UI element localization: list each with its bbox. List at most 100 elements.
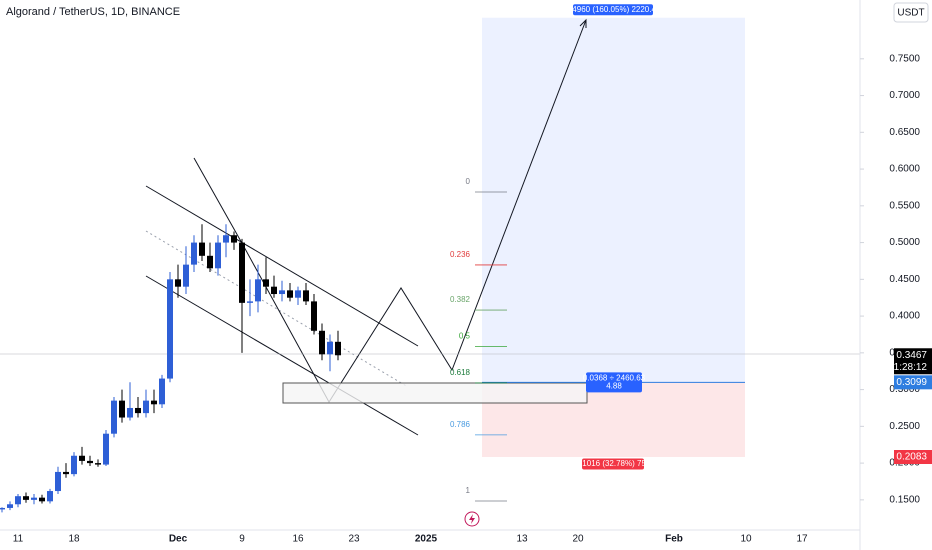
candle-body	[47, 491, 53, 502]
ratio-value: 4.88	[606, 381, 622, 390]
y-tick-label: 0.6000	[889, 164, 920, 175]
y-tick-label: 0.2500	[889, 421, 920, 432]
currency-button[interactable]	[893, 2, 929, 23]
candle-body	[31, 497, 37, 500]
channel-bottom	[145, 275, 419, 436]
candle-body	[71, 455, 77, 475]
candle-body	[167, 279, 173, 379]
last-price: 0.3467	[896, 350, 927, 361]
x-tick-label: 13	[516, 534, 528, 545]
candle-body	[55, 471, 61, 492]
y-tick-label: 0.4500	[889, 274, 920, 285]
fib-label: 1	[466, 486, 471, 495]
candle-body	[127, 407, 133, 418]
candle-body	[79, 455, 85, 461]
x-tick-label: 10	[740, 534, 752, 545]
candle-body	[135, 407, 141, 414]
candle-body	[7, 504, 13, 508]
candle-body	[0, 507, 5, 510]
x-tick-label: 11	[13, 534, 24, 545]
y-tick-label: 0.5000	[889, 237, 920, 248]
x-tick-label: 20	[572, 534, 584, 545]
fib-label: 0.5	[459, 332, 471, 341]
candle-body	[303, 290, 309, 302]
y-tick-label: 0.1500	[889, 495, 920, 506]
y-tick-label: 0.3000	[889, 384, 920, 395]
candle-body	[183, 264, 189, 287]
candle-body	[15, 496, 21, 505]
fib-label: 0	[466, 177, 471, 186]
zigzag-projection	[193, 19, 587, 403]
candle-body	[255, 279, 261, 302]
candle-body	[159, 378, 165, 405]
x-tick-label: 18	[68, 534, 80, 545]
candle-body	[287, 290, 293, 298]
candle-body	[263, 279, 269, 287]
fib-label: 0.786	[450, 420, 471, 429]
candle-body	[103, 433, 109, 465]
fib-label: 0.618	[450, 368, 471, 377]
candle-body	[199, 242, 205, 256]
candle-body	[247, 301, 253, 303]
candle-body	[223, 235, 229, 243]
candle-body	[279, 290, 285, 295]
profit-label: 0.4960 (160.05%) 2220.47	[566, 5, 661, 14]
ratio-bg	[586, 372, 642, 393]
candle-body	[271, 286, 277, 295]
risk-label: 0.1016 (32.78%) 750	[576, 459, 651, 468]
profit-zone	[482, 17, 745, 383]
candle-body	[231, 235, 237, 243]
chart-title: Algorand / TetherUS, 1D, BINANCE	[6, 6, 180, 18]
candle-body	[191, 242, 197, 265]
candle-body	[23, 496, 29, 500]
lightning	[469, 514, 475, 524]
countdown: 11:28:12	[889, 362, 928, 373]
x-tick-label: 17	[796, 534, 808, 545]
entry-tag	[894, 375, 932, 390]
candle-body	[319, 330, 325, 355]
drawings	[145, 18, 588, 436]
candle-body	[175, 279, 181, 287]
ratio-label: 0.0368 ÷ 2460.63	[583, 373, 646, 382]
candle-body	[335, 341, 341, 356]
y-tick-label: 0.7000	[889, 90, 920, 101]
stop-tag	[894, 450, 932, 465]
x-tick-label: 9	[239, 534, 245, 545]
stop-price: 0.2083	[896, 452, 927, 463]
channel-mid	[145, 230, 409, 388]
risk-label-bg	[582, 458, 644, 470]
y-tick-label: 0.5500	[889, 200, 920, 211]
last-price-tag	[894, 348, 932, 375]
candle-body	[207, 255, 213, 269]
candle-body	[119, 400, 125, 418]
y-tick-label: 0.6500	[889, 127, 920, 138]
channel-top	[145, 185, 419, 347]
candle-body	[143, 400, 149, 414]
entry-price: 0.3099	[896, 377, 927, 388]
candle-body	[87, 460, 93, 464]
fib-label: 0.236	[450, 250, 471, 259]
y-tick-label: 0.4000	[889, 311, 920, 322]
x-tick-label: 16	[292, 534, 304, 545]
candle-body	[327, 341, 333, 355]
candle-body	[63, 471, 69, 475]
candle-body	[295, 290, 301, 298]
currency-label[interactable]: USDT	[897, 8, 924, 19]
candle-body	[151, 400, 157, 405]
x-tick-label: 2025	[415, 534, 438, 545]
profit-label-bg	[573, 4, 653, 16]
y-tick-label: 0.7500	[889, 53, 920, 64]
candle-body	[95, 463, 101, 465]
demand-zone	[282, 382, 588, 404]
x-tick-label: 23	[348, 534, 360, 545]
fib-label: 0.382	[450, 295, 471, 304]
candle-body	[311, 301, 317, 331]
x-tick-label: Feb	[665, 534, 683, 545]
candle-body	[239, 242, 245, 303]
x-tick-label: Dec	[169, 534, 188, 545]
candle-body	[39, 497, 45, 502]
candle-body	[215, 242, 221, 269]
arrow-head	[579, 18, 587, 28]
